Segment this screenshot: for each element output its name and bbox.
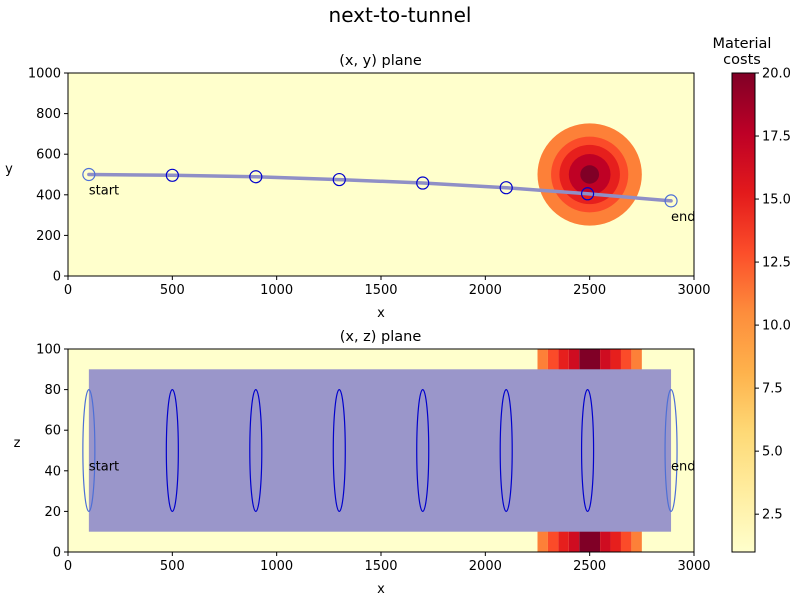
colorbar-tick-label: 2.5: [762, 508, 783, 523]
colorbar-title-line-2: costs: [723, 52, 761, 68]
xy-xtick-label: 2500: [573, 283, 606, 298]
xy-ytick-label: 200: [36, 229, 61, 244]
xy-endpoint-marker: [82, 167, 96, 182]
xy-path-marker: [165, 168, 179, 182]
xz-xtick-label: 2500: [573, 559, 606, 574]
xy-ytick-label: 0: [53, 270, 61, 285]
colorbar-gradient: [731, 72, 756, 553]
xz-end-label: end: [671, 460, 696, 475]
xz-xtick-label: 1000: [260, 559, 293, 574]
colorbar-tick-label: 10.0: [762, 319, 791, 334]
xz-cross-section: [580, 389, 595, 513]
xy-xtick-label: 500: [160, 283, 185, 298]
xz-plane-subplot: (x, z) plane start end 0 500 1000 1500 2000 25…: [14, 329, 711, 597]
figure-title: next-to-tunnel: [329, 3, 472, 27]
xy-path-marker: [332, 172, 346, 187]
colorbar-tick-label: 7.5: [762, 382, 783, 397]
xy-ytick-label: 600: [36, 148, 61, 163]
xz-cross-section: [416, 389, 430, 513]
xz-xtick-label: 0: [64, 559, 72, 574]
colorbar: Material costs 2.5 5.0 7.5 10.0 12.5 15.0 17.5…: [713, 36, 791, 553]
xy-cost-ring: [580, 165, 600, 184]
colorbar-tick-label: 5.0: [762, 445, 783, 460]
xz-xtick-label: 3000: [677, 559, 710, 574]
colorbar-title-line-1: Material: [713, 36, 772, 52]
xz-cross-section: [332, 389, 346, 513]
xy-xtick-label: 2000: [469, 283, 502, 298]
xy-xtick-label: 1000: [260, 283, 293, 298]
colorbar-tick-label: 15.0: [762, 193, 791, 208]
xy-start-label: start: [89, 184, 119, 199]
xz-xtick-label: 1500: [364, 559, 397, 574]
xz-ytick-label: 100: [36, 343, 61, 358]
xy-end-label: end: [671, 210, 696, 225]
xz-tunnel-body: [88, 369, 672, 532]
xz-ytick-label: 20: [44, 505, 61, 520]
xy-plane-ylabel: y: [5, 162, 13, 177]
xy-endpoint-marker: [664, 194, 678, 208]
xy-ytick-label: 400: [36, 188, 61, 203]
xz-ytick-label: 40: [44, 464, 61, 479]
xz-endpoint-section: [664, 389, 678, 513]
xy-ytick-label: 800: [36, 107, 61, 122]
xy-xtick-label: 0: [64, 283, 72, 298]
xy-ytick-label: 1000: [28, 67, 61, 82]
xz-plane-title: (x, z) plane: [340, 329, 422, 345]
xy-path-marker: [580, 187, 595, 201]
xy-path-marker: [499, 181, 513, 195]
xz-start-label: start: [89, 460, 119, 475]
xy-xtick-label: 3000: [677, 283, 710, 298]
xz-endpoint-section: [82, 389, 96, 513]
xy-path-marker: [416, 176, 430, 190]
xz-cross-section: [249, 389, 263, 513]
xy-tunnel-path: [87, 172, 673, 203]
xz-ytick-label: 0: [53, 546, 61, 561]
xz-plane-xlabel: x: [377, 582, 385, 597]
xz-cross-section: [165, 389, 179, 513]
xz-cross-section: [499, 389, 513, 513]
xz-xtick-label: 2000: [469, 559, 502, 574]
xz-xtick-label: 500: [160, 559, 185, 574]
xy-plane-xlabel: x: [377, 306, 385, 321]
xz-plane-ylabel: z: [14, 436, 21, 451]
colorbar-tick-label: 12.5: [762, 256, 791, 271]
xz-ytick-label: 80: [44, 383, 61, 398]
xy-xtick-label: 1500: [364, 283, 397, 298]
colorbar-tick-label: 17.5: [762, 130, 791, 145]
xz-ytick-label: 60: [44, 424, 61, 439]
xy-path-marker: [249, 170, 263, 184]
xy-plane-title: (x, y) plane: [339, 53, 422, 69]
colorbar-tick-label: 20.0: [762, 67, 791, 82]
